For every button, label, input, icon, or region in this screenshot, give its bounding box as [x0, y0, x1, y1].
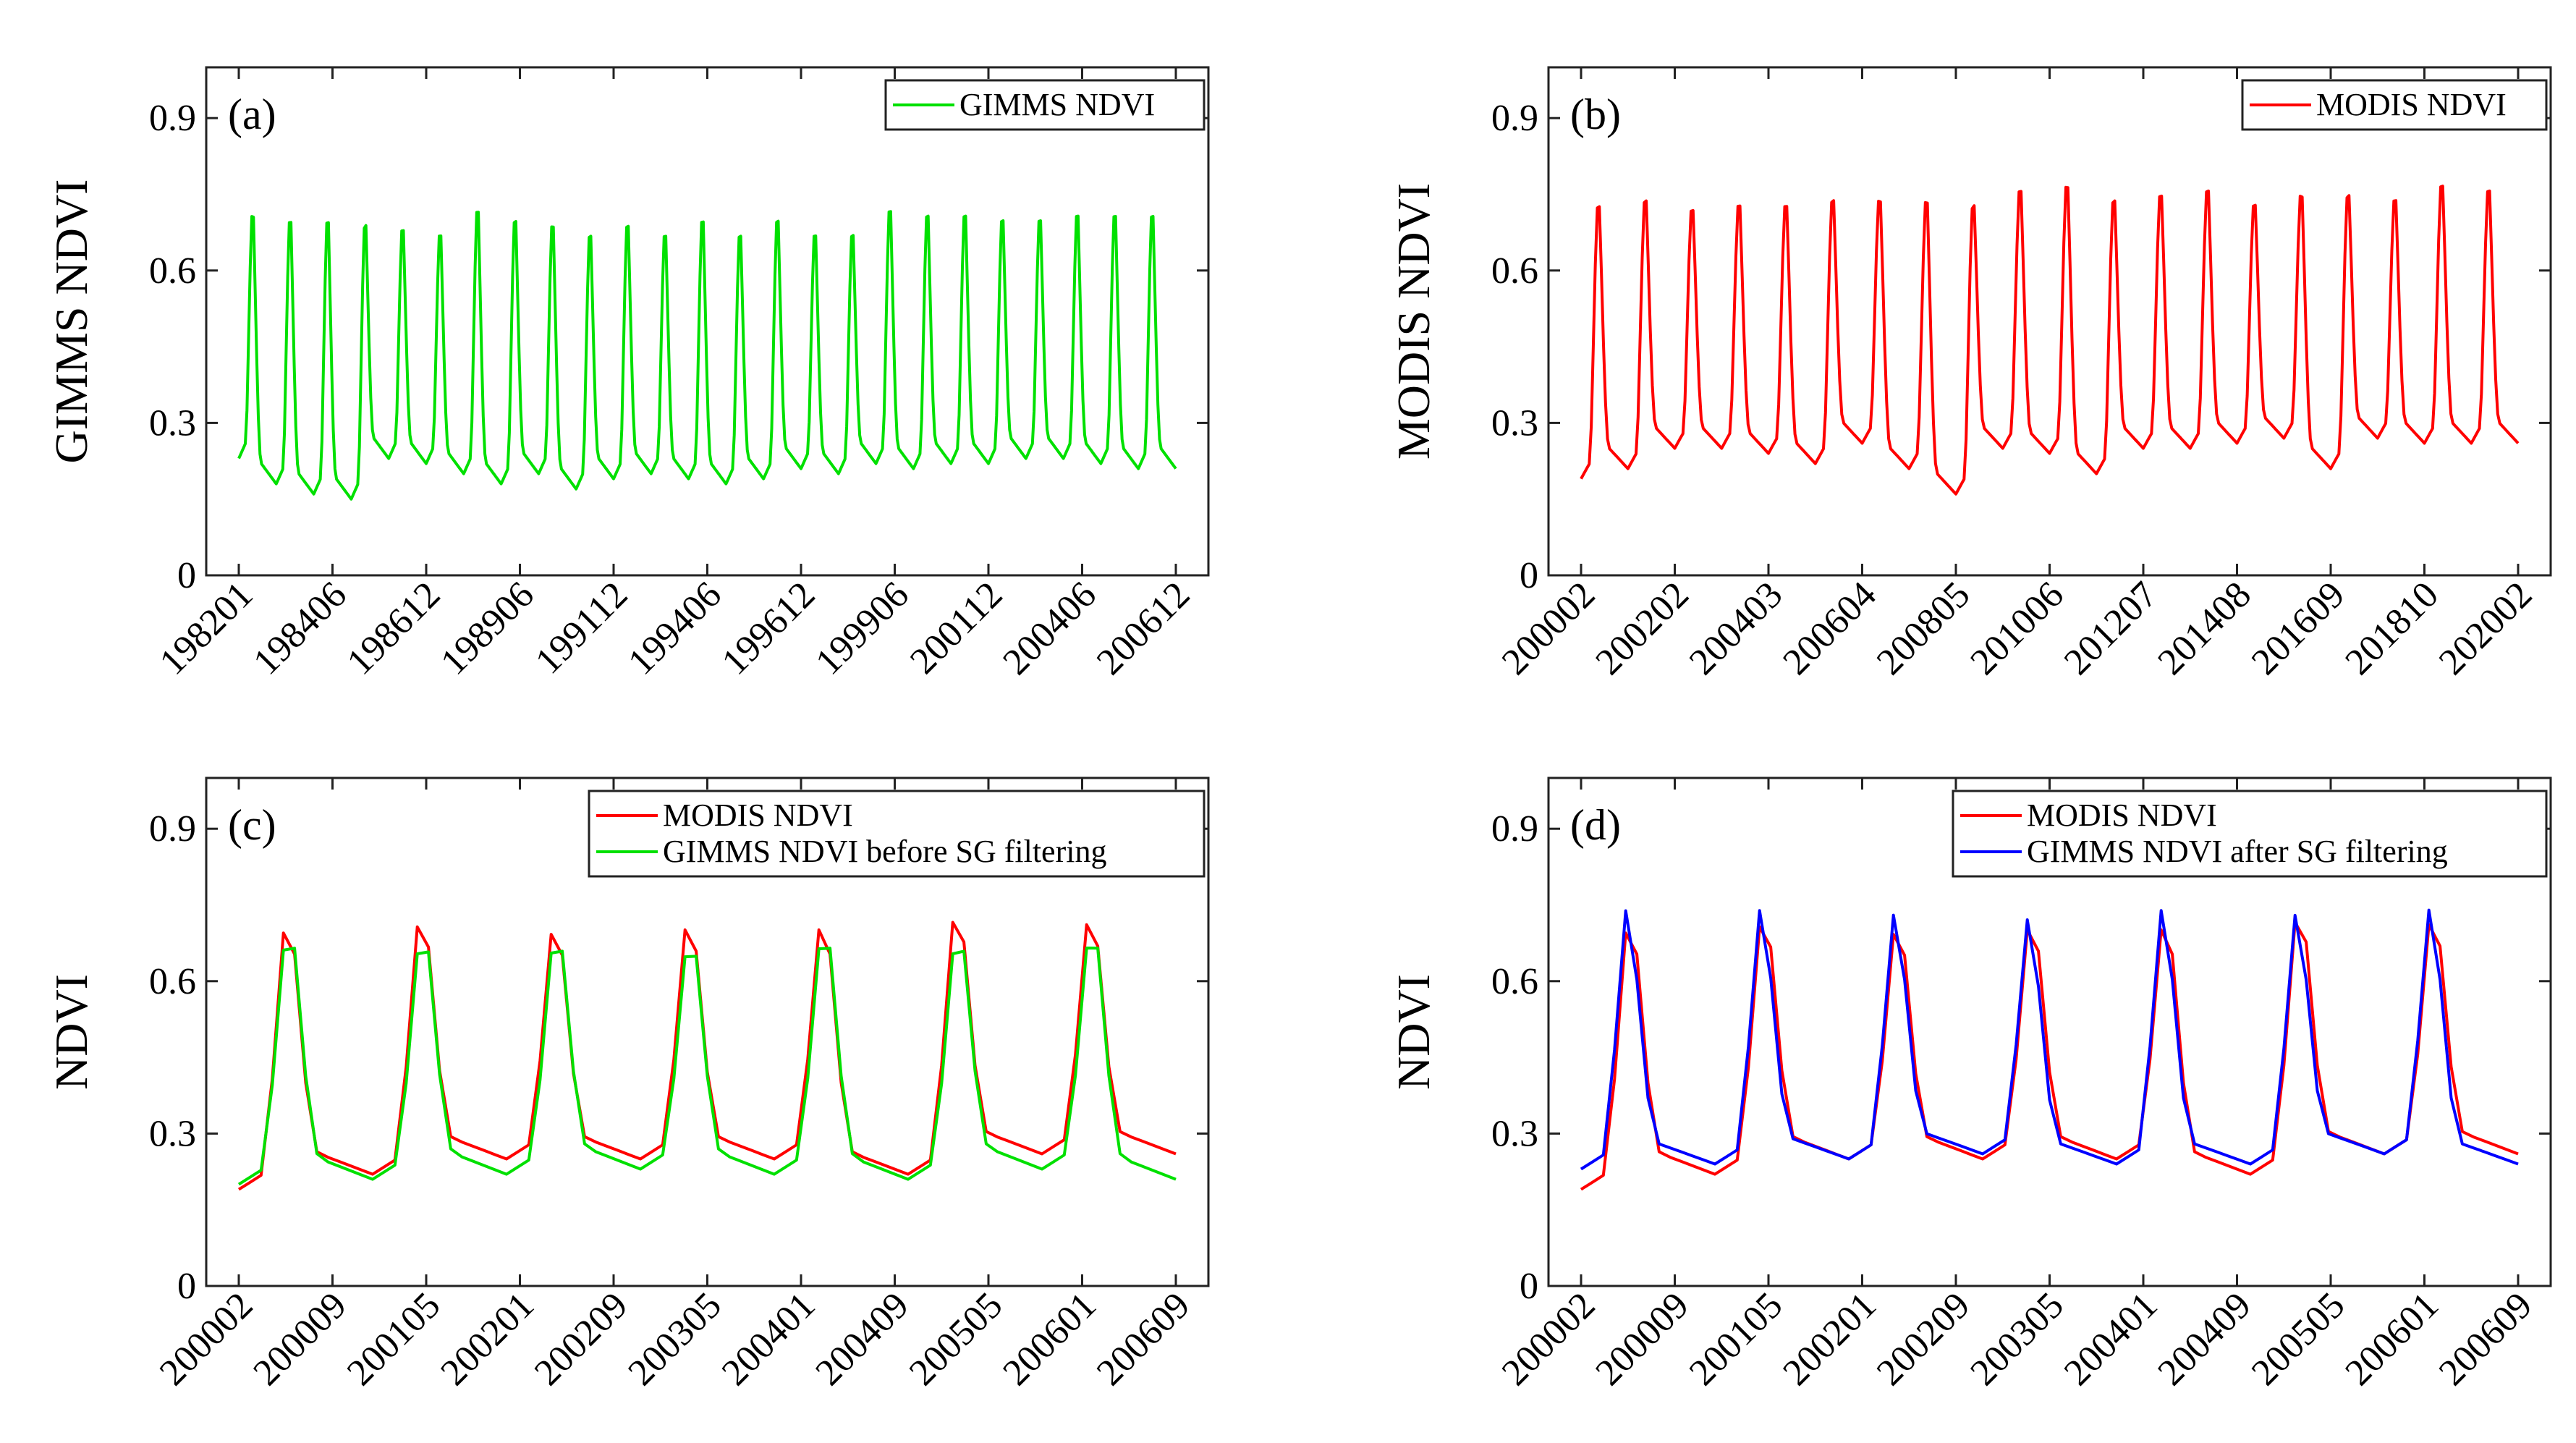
y-tick-label: 0.9 — [1491, 98, 1538, 139]
series-line-gimms-ndvi — [237, 210, 1177, 501]
y-tick-label: 0.3 — [149, 1113, 196, 1154]
y-tick-label: 0 — [1520, 1266, 1538, 1307]
y-tick-label: 0.9 — [149, 808, 196, 850]
series-line-gimms-ndvi-before-sg-filtering — [237, 947, 1177, 1186]
series-line-gimms-ndvi-after-sg-filtering — [1580, 908, 2519, 1171]
legend-box — [588, 790, 1206, 878]
y-tick-label: 0.3 — [1491, 1113, 1538, 1154]
legend-entry: GIMMS NDVI — [959, 87, 1155, 122]
legend-entry: MODIS NDVI — [2027, 797, 2217, 833]
series-line-modis-ndvi — [1580, 185, 2520, 496]
y-axis-title: NDVI — [46, 974, 97, 1090]
legend-box — [1952, 790, 2548, 878]
y-tick-label: 0.9 — [149, 98, 196, 139]
y-axis-title: NDVI — [1388, 974, 1439, 1090]
legend-entry: MODIS NDVI — [663, 797, 853, 833]
y-axis-title: MODIS NDVI — [1388, 183, 1439, 460]
panel-letter: (b) — [1570, 90, 1621, 138]
legend-entry: GIMMS NDVI after SG filtering — [2027, 834, 2448, 869]
y-tick-label: 0.6 — [149, 250, 196, 292]
panel-letter: (c) — [228, 801, 276, 849]
y-tick-label: 0 — [177, 555, 196, 596]
legend-entry: MODIS NDVI — [2316, 87, 2507, 122]
y-tick-label: 0.6 — [1491, 250, 1538, 292]
y-tick-label: 0.3 — [1491, 402, 1538, 444]
y-axis-title: GIMMS NDVI — [46, 179, 97, 464]
y-tick-label: 0 — [177, 1266, 196, 1307]
legend: MODIS NDVI — [2241, 79, 2548, 131]
y-tick-label: 0.6 — [149, 961, 196, 1002]
legend-entry: GIMMS NDVI before SG filtering — [663, 834, 1106, 869]
panel-letter: (d) — [1570, 801, 1621, 849]
y-tick-label: 0.9 — [1491, 808, 1538, 850]
y-tick-label: 0 — [1520, 555, 1538, 596]
y-tick-label: 0.3 — [149, 402, 196, 444]
legend: GIMMS NDVI — [884, 79, 1206, 131]
panel-letter: (a) — [228, 90, 276, 138]
y-tick-label: 0.6 — [1491, 961, 1538, 1002]
